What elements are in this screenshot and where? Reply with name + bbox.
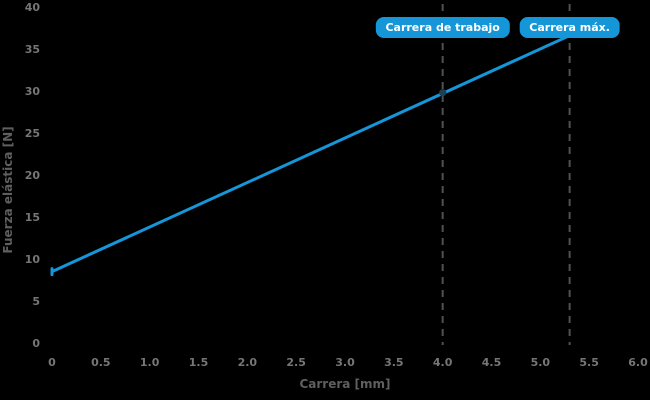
y-tick-label: 15 (25, 211, 40, 224)
work-stroke-badge[interactable]: Carrera de trabajo (375, 17, 510, 38)
y-tick-label: 20 (25, 169, 41, 182)
x-tick-label: 0 (48, 356, 56, 369)
y-axis-label: Fuerza elástica [N] (1, 126, 15, 253)
tick-labels-layer: 0 0.5 1.0 1.5 2.0 2.5 3.0 3.5 4.0 4.5 5.0 5.5 6.0 0 5 1… (25, 1, 648, 369)
annotation-lines-layer (441, 4, 571, 345)
x-tick-label: 4.0 (433, 356, 453, 369)
x-axis-label: Carrera [mm] (299, 377, 390, 391)
x-tick-label: 3.0 (335, 356, 355, 369)
y-tick-label: 10 (25, 253, 41, 266)
work-point-marker[interactable] (439, 89, 447, 97)
y-tick-label: 40 (25, 1, 41, 14)
y-tick-label: 5 (32, 295, 40, 308)
x-tick-label: 1.0 (140, 356, 160, 369)
x-tick-label: 2.0 (238, 356, 258, 369)
line-start-marker (50, 267, 54, 277)
x-tick-label: 5.0 (531, 356, 551, 369)
y-tick-label: 25 (25, 127, 40, 140)
x-tick-label: 4.5 (482, 356, 502, 369)
x-tick-label: 2.5 (286, 356, 306, 369)
fuerza-elastica-line (51, 34, 571, 273)
x-tick-label: 5.5 (579, 356, 599, 369)
max-stroke-badge[interactable]: Carrera máx. (519, 17, 620, 38)
y-tick-label: 0 (32, 337, 40, 350)
x-tick-label: 3.5 (384, 356, 404, 369)
x-tick-label: 0.5 (91, 356, 111, 369)
y-tick-label: 30 (25, 85, 41, 98)
series-layer (50, 34, 571, 277)
x-tick-label: 1.5 (189, 356, 209, 369)
y-tick-label: 35 (25, 43, 40, 56)
x-tick-label: 6.0 (628, 356, 648, 369)
